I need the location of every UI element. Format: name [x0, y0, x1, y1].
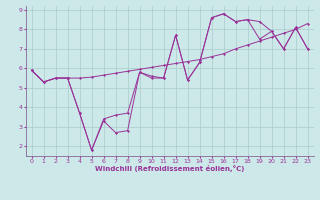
X-axis label: Windchill (Refroidissement éolien,°C): Windchill (Refroidissement éolien,°C) [95, 165, 244, 172]
